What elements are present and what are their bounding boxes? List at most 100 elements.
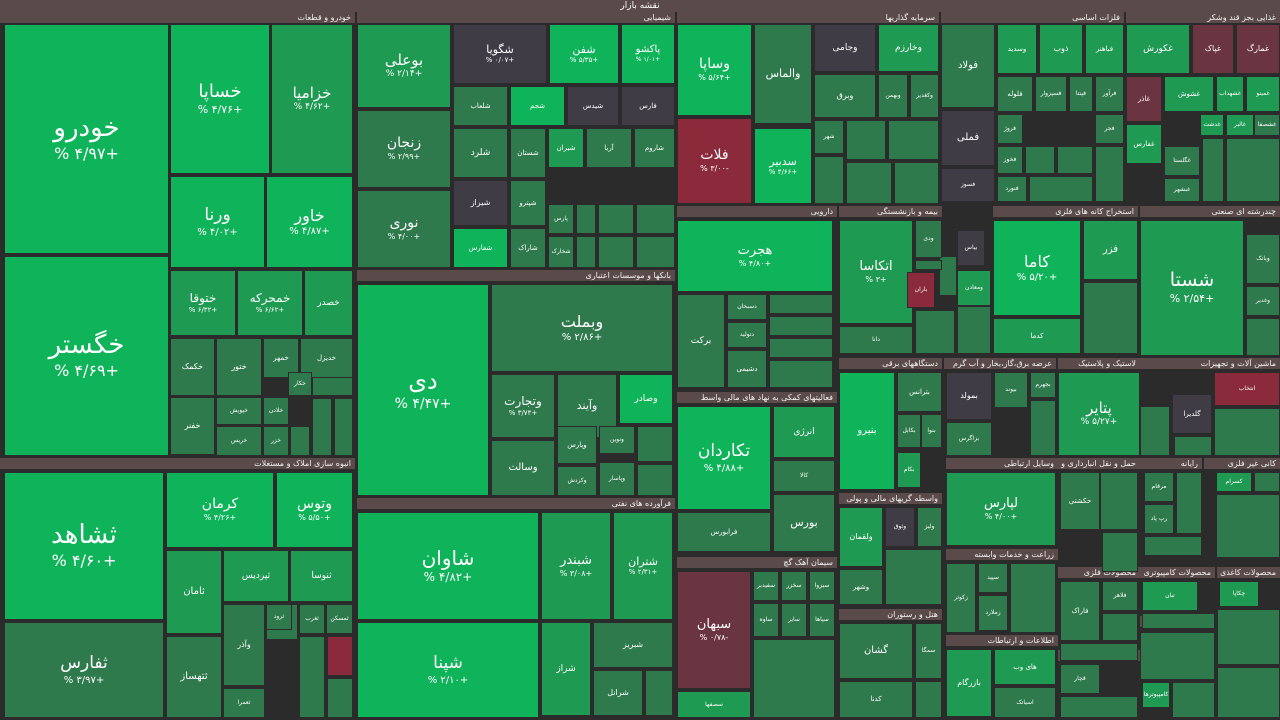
- stock-tile[interactable]: غگلستا: [1164, 146, 1200, 176]
- stock-tile[interactable]: وسدید: [997, 24, 1037, 74]
- stock-tile[interactable]: خمحرکه +۶/۶۲ %: [237, 270, 303, 336]
- stock-tile[interactable]: خگستر +۴/۶۹ %: [4, 256, 169, 456]
- stock-tile[interactable]: ولقمان: [839, 507, 883, 567]
- stock-tile[interactable]: شبریز: [593, 622, 673, 668]
- stock-tile[interactable]: های وب: [994, 649, 1056, 685]
- stock-tile[interactable]: وساپا +۵/۶۴ %: [677, 24, 752, 116]
- stock-tile[interactable]: بترانس: [897, 372, 942, 412]
- minor-stock-tile[interactable]: [1144, 536, 1202, 556]
- stock-tile[interactable]: خپویش: [216, 397, 262, 425]
- stock-tile[interactable]: خصدر: [304, 270, 353, 336]
- stock-tile[interactable]: رپ پاد: [1144, 504, 1174, 534]
- stock-tile[interactable]: غفارس: [1126, 124, 1162, 164]
- stock-tile[interactable]: قچار: [1060, 664, 1100, 694]
- stock-tile[interactable]: ثامان: [166, 550, 222, 634]
- stock-tile[interactable]: ثفارس +۳/۹۷ %: [4, 622, 164, 718]
- stock-tile[interactable]: اسیاتک: [994, 687, 1056, 718]
- minor-stock-tile[interactable]: [1060, 643, 1138, 661]
- stock-tile[interactable]: خکمک: [170, 338, 215, 396]
- minor-stock-tile[interactable]: [1140, 632, 1215, 680]
- stock-tile[interactable]: کاما +۵/۲۰ %: [993, 220, 1081, 316]
- minor-stock-tile[interactable]: [1174, 436, 1212, 456]
- stock-tile[interactable]: ونوین: [599, 426, 635, 454]
- stock-tile[interactable]: غپاک: [1192, 24, 1234, 74]
- stock-tile[interactable]: برکت: [677, 294, 725, 388]
- stock-tile[interactable]: پتایر +۵/۲۷ %: [1058, 372, 1140, 456]
- minor-stock-tile[interactable]: [1030, 400, 1056, 456]
- stock-tile[interactable]: وبملت +۲/۸۶ %: [491, 284, 673, 372]
- minor-stock-tile[interactable]: [327, 678, 353, 718]
- minor-stock-tile[interactable]: [1172, 682, 1215, 718]
- stock-tile[interactable]: فارس: [621, 86, 675, 126]
- stock-tile[interactable]: شپنا +۲/۱۰ %: [357, 622, 539, 718]
- stock-tile[interactable]: سفیدبر: [753, 571, 779, 601]
- stock-tile[interactable]: هجرت +۴/۸۰ %: [677, 220, 833, 292]
- stock-tile[interactable]: کرمان +۴/۲۶ %: [166, 472, 274, 548]
- minor-stock-tile[interactable]: [637, 464, 673, 496]
- stock-tile[interactable]: خکار: [288, 372, 312, 396]
- stock-tile[interactable]: شاراک: [510, 228, 546, 268]
- stock-tile[interactable]: خزر: [263, 426, 289, 456]
- stock-tile[interactable]: والماس: [754, 24, 812, 124]
- minor-stock-tile[interactable]: [636, 204, 675, 234]
- stock-tile[interactable]: خودرو +۴/۹۷ %: [4, 24, 169, 254]
- stock-tile[interactable]: ثغرب: [299, 604, 325, 634]
- minor-stock-tile[interactable]: [1254, 472, 1280, 492]
- stock-tile[interactable]: ودی: [915, 220, 942, 258]
- stock-tile[interactable]: زنجان +۲/۹۹ %: [357, 110, 451, 188]
- stock-tile[interactable]: دتولید: [727, 322, 767, 348]
- stock-tile[interactable]: وکغدیر: [910, 74, 939, 118]
- minor-stock-tile[interactable]: [645, 670, 673, 716]
- stock-tile[interactable]: چکاپا: [1219, 581, 1259, 607]
- stock-tile[interactable]: خلادن: [263, 397, 289, 425]
- minor-stock-tile[interactable]: [846, 162, 892, 204]
- stock-tile[interactable]: خمهر: [263, 338, 299, 378]
- stock-tile[interactable]: ولیز: [917, 507, 942, 547]
- minor-stock-tile[interactable]: [1216, 494, 1280, 558]
- stock-tile[interactable]: کامپیوترها: [1142, 682, 1170, 708]
- stock-tile[interactable]: سصفها: [677, 691, 751, 718]
- stock-tile[interactable]: زملارد: [978, 595, 1008, 631]
- stock-tile[interactable]: پاکشو +۱/۰۱ %: [621, 24, 675, 84]
- stock-tile[interactable]: کسرام: [1216, 472, 1252, 492]
- stock-tile[interactable]: وصادر: [619, 374, 673, 424]
- minor-stock-tile[interactable]: [576, 204, 596, 234]
- stock-tile[interactable]: خاور +۴/۸۷ %: [266, 176, 353, 268]
- minor-stock-tile[interactable]: [814, 156, 844, 204]
- minor-stock-tile[interactable]: [1142, 613, 1215, 629]
- minor-stock-tile[interactable]: [598, 236, 634, 268]
- minor-stock-tile[interactable]: [1140, 406, 1170, 456]
- stock-tile[interactable]: ثپردیس: [223, 550, 289, 602]
- stock-tile[interactable]: فجر: [1095, 114, 1124, 144]
- stock-tile[interactable]: ثمسکن: [326, 604, 353, 634]
- stock-tile[interactable]: شاوان +۴/۸۲ %: [357, 512, 539, 620]
- stock-tile[interactable]: فروژ: [997, 114, 1023, 144]
- stock-tile[interactable]: شفن +۵/۳۵ %: [549, 24, 619, 84]
- stock-tile[interactable]: بجهرم: [1030, 372, 1056, 398]
- stock-tile[interactable]: وبهمن: [878, 74, 908, 118]
- minor-stock-tile[interactable]: [334, 398, 353, 456]
- stock-tile[interactable]: تکاردان +۴/۸۸ %: [677, 406, 771, 510]
- stock-tile[interactable]: خزامیا +۴/۶۲ %: [271, 24, 353, 174]
- minor-stock-tile[interactable]: [598, 204, 634, 234]
- stock-tile[interactable]: دشیمی: [727, 350, 767, 388]
- minor-stock-tile[interactable]: [576, 236, 596, 268]
- stock-tile[interactable]: غمینو: [1246, 76, 1280, 112]
- stock-tile[interactable]: شفارس: [453, 228, 508, 268]
- stock-tile[interactable]: بمولد: [946, 372, 992, 420]
- stock-tile[interactable]: خساپا +۴/۷۶ %: [170, 24, 270, 174]
- stock-tile[interactable]: شراز: [541, 622, 591, 716]
- minor-stock-tile[interactable]: [1057, 146, 1093, 174]
- minor-stock-tile[interactable]: [1100, 472, 1138, 530]
- stock-tile[interactable]: غاذر: [1126, 76, 1162, 122]
- stock-tile[interactable]: بنیرو: [839, 372, 895, 490]
- stock-tile[interactable]: وغدیر: [1246, 286, 1280, 316]
- stock-tile[interactable]: ثشاهد +۴/۶۰ %: [4, 472, 164, 620]
- stock-tile[interactable]: بیاس: [957, 230, 985, 266]
- minor-stock-tile[interactable]: [1202, 138, 1224, 202]
- stock-tile[interactable]: آریا: [586, 128, 632, 168]
- stock-tile[interactable]: وجامی: [814, 24, 876, 72]
- minor-stock-tile[interactable]: [846, 120, 886, 160]
- stock-tile[interactable]: سبهان -۰/۷۸ %: [677, 571, 751, 689]
- stock-tile[interactable]: سایر: [781, 603, 807, 637]
